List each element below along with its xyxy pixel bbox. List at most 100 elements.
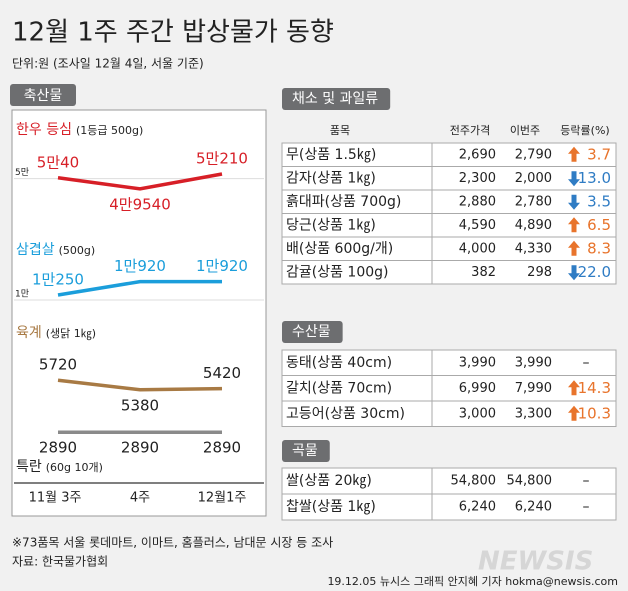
value-label: 2890 [203,439,241,457]
change-arrow [568,265,580,281]
ref-label: 5만 [15,167,29,178]
value-label: 2890 [39,439,77,457]
row [281,375,617,402]
change-rate: – [583,473,590,489]
value-label: 5380 [121,396,159,414]
item-name: 고등어(상품 30cm) [286,406,405,422]
prev-price: 4,000 [459,241,496,256]
curr-price: 6,240 [515,500,552,515]
value-label: 5만40 [37,153,79,171]
change-rate: – [583,499,590,515]
item-name: 육계 [16,325,42,341]
row [281,349,617,376]
value-label: 5720 [39,356,77,374]
prev-price: 3,990 [459,355,496,370]
change-rate: 14.3 [578,379,611,397]
value-label: 5420 [203,364,241,382]
row [281,493,617,521]
price-line [57,378,223,392]
column-header: 품목 [330,124,350,137]
prev-price: 6,240 [459,500,496,515]
item-name: 감자(상품 1㎏) [286,170,376,186]
section-pill [10,84,76,106]
row [281,400,617,427]
change-rate: 10.3 [578,404,611,422]
item-name: 특란 [16,459,42,475]
value-label: 5만210 [196,150,248,168]
prev-price: 54,800 [451,474,497,489]
source: 자료: 한국물가협회 [12,555,108,569]
column-header: 등락률(%) [560,124,609,137]
prev-price: 2,690 [459,147,496,162]
curr-price: 3,300 [515,406,552,421]
section-label: 수산물 [292,324,331,340]
section-pill [282,321,343,343]
period-label: 4주 [130,491,150,506]
item-unit: (1등급 500g) [76,124,143,137]
change-arrow [568,240,580,256]
value-label: 1만920 [114,257,166,275]
watermark: NEWSIS [478,547,593,577]
curr-price: 2,790 [515,147,552,162]
item-name: 찹쌀(상품 1㎏) [286,499,376,515]
prev-price: 2,300 [459,171,496,186]
subtitle: 단위:원 (조사일 12월 4일, 서울 기준) [12,57,204,71]
row [281,467,617,495]
curr-price: 7,990 [515,381,552,396]
title: 12월 1주 주간 밥상물가 동향 [12,18,334,48]
item-unit: (생닭 1㎏) [46,327,96,340]
change-arrow [568,171,580,187]
change-rate: 13.0 [578,169,611,187]
value-label: 2890 [121,439,159,457]
value-label: 1만920 [196,257,248,275]
prev-price: 4,590 [459,218,496,233]
curr-price: 298 [527,265,552,280]
value-label: 4만9540 [109,195,171,213]
credit: 19.12.05 뉴시스 그래픽 안지혜 기자 hokma@newsis.com [327,575,618,588]
change-rate: – [583,355,590,371]
prev-price: 2,880 [459,194,496,209]
section-label: 곡물 [292,443,318,459]
change-arrow [568,405,580,421]
item-unit: (60g 10개) [46,461,103,474]
item-name: 쌀(상품 20㎏) [286,473,372,489]
change-arrow [568,146,580,162]
section-label: 축산물 [24,88,63,104]
item-name: 동태(상품 40cm) [286,355,392,371]
price-line [57,172,223,191]
livestock-panel [11,109,267,517]
change-rate: 6.5 [587,216,611,234]
change-arrow [568,380,580,396]
item-name: 감귤(상품 100g) [286,264,389,280]
curr-price: 4,890 [515,218,552,233]
price-line [57,279,222,297]
column-header: 이번주 [510,124,540,137]
curr-price: 3,990 [515,355,552,370]
curr-price: 54,800 [507,474,553,489]
section-label: 채소 및 과일류 [292,91,378,107]
change-rate: 8.3 [587,239,611,257]
item-name: 무(상품 1.5㎏) [286,147,376,163]
value-label: 1만250 [32,271,84,289]
change-arrow [568,194,580,210]
item-name: 배(상품 600g/개) [286,241,393,257]
change-arrow [568,217,580,233]
item-unit: (500g) [59,244,96,257]
item-name: 당근(상품 1㎏) [286,217,376,233]
item-name: 흙대파(상품 700g) [286,194,401,210]
row [281,260,617,285]
curr-price: 2,780 [515,194,552,209]
section-pill [282,88,391,110]
change-rate: 3.7 [587,145,611,163]
prev-price: 6,990 [459,381,496,396]
section-pill [282,440,330,462]
curr-price: 2,000 [515,171,552,186]
period-label: 12월1주 [198,491,247,506]
curr-price: 4,330 [515,241,552,256]
period-label: 11월 3주 [29,491,82,506]
column-header: 전주가격 [450,124,490,137]
item-name: 삼겹살 [16,242,55,258]
item-name: 갈치(상품 70cm) [286,380,392,396]
item-name: 한우 등심 [16,122,72,138]
